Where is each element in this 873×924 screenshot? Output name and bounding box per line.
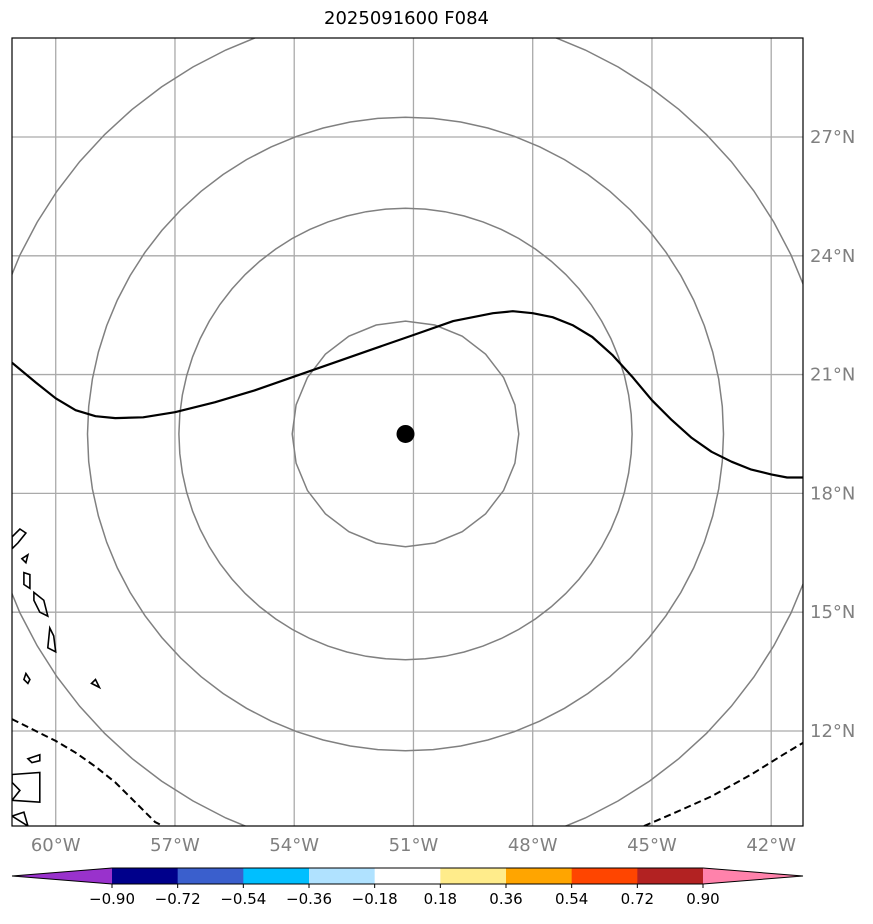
longitude-label: 51°W bbox=[389, 835, 439, 856]
longitude-labels: 60°W 57°W 54°W 51°W 48°W 45°W 42°W bbox=[31, 835, 796, 856]
graticule bbox=[12, 38, 803, 826]
colorbar-segment bbox=[571, 868, 638, 884]
longitude-label: 45°W bbox=[627, 835, 677, 856]
range-ring bbox=[291, 320, 520, 548]
island-outline bbox=[12, 771, 41, 804]
colorbar-segment bbox=[309, 868, 376, 884]
longitude-label: 60°W bbox=[31, 835, 81, 856]
dashed-boundaries bbox=[12, 718, 803, 826]
colorbar-tick-label: 0.18 bbox=[424, 890, 457, 908]
storm-center bbox=[396, 424, 415, 443]
colorbar-tick-label: −0.54 bbox=[220, 890, 266, 908]
island-outline bbox=[12, 527, 28, 550]
island-outline bbox=[22, 671, 31, 685]
latitude-label: 18°N bbox=[810, 483, 855, 504]
longitude-label: 48°W bbox=[508, 835, 558, 856]
colorbar-tick-label: 0.54 bbox=[555, 890, 588, 908]
range-ring bbox=[178, 207, 633, 661]
map-frame bbox=[11, 37, 804, 827]
longitude-label: 57°W bbox=[150, 835, 200, 856]
latitude-labels: 27°N 24°N 21°N 18°N 15°N 12°N bbox=[810, 127, 855, 742]
dashed-boundary bbox=[12, 718, 164, 826]
colorbar-labels: −0.90 −0.72 −0.54 −0.36 −0.18 0.18 0.36 0.54 0.7… bbox=[89, 884, 720, 908]
colorbar-segment bbox=[440, 868, 507, 884]
latitude-label: 12°N bbox=[810, 721, 855, 742]
storm-center-marker bbox=[396, 424, 415, 443]
colorbar-segment bbox=[243, 868, 310, 884]
coastlines bbox=[12, 527, 102, 826]
latitude-label: 27°N bbox=[810, 127, 855, 148]
range-rings bbox=[12, 38, 803, 826]
map-title: 2025091600 F084 bbox=[324, 8, 489, 29]
island-outline bbox=[12, 811, 29, 826]
colorbar-segment bbox=[177, 868, 244, 884]
island-outline bbox=[33, 590, 49, 618]
colorbar-tick-label: −0.18 bbox=[352, 890, 398, 908]
island-outline bbox=[90, 678, 102, 690]
island-outline bbox=[20, 553, 30, 565]
latitude-label: 21°N bbox=[810, 365, 855, 386]
longitude-label: 42°W bbox=[746, 835, 796, 856]
range-ring bbox=[12, 38, 803, 826]
colorbar-tick-label: −0.72 bbox=[155, 890, 201, 908]
island-outline bbox=[46, 625, 57, 654]
colorbar-tick-label: 0.36 bbox=[489, 890, 522, 908]
range-ring bbox=[86, 116, 725, 752]
colorbar bbox=[11, 867, 804, 885]
island-outline bbox=[26, 753, 41, 764]
colorbar-segment bbox=[637, 868, 704, 884]
colorbar-tick-label: −0.36 bbox=[286, 890, 332, 908]
contour-line bbox=[12, 310, 803, 479]
colorbar-extend-min bbox=[12, 868, 112, 884]
colorbar-tick-label: −0.90 bbox=[89, 890, 135, 908]
latitude-label: 15°N bbox=[810, 602, 855, 623]
dashed-boundary bbox=[643, 741, 803, 826]
contour-lines bbox=[12, 310, 803, 479]
colorbar-segment bbox=[506, 868, 573, 884]
colorbar-tick-label: 0.90 bbox=[686, 890, 719, 908]
latitude-label: 24°N bbox=[810, 246, 855, 267]
colorbar-segment bbox=[374, 868, 441, 884]
colorbar-tick-label: 0.72 bbox=[621, 890, 654, 908]
colorbar-extend-max bbox=[703, 868, 803, 884]
island-outline bbox=[23, 571, 31, 590]
longitude-label: 54°W bbox=[269, 835, 319, 856]
colorbar-segment bbox=[112, 868, 179, 884]
